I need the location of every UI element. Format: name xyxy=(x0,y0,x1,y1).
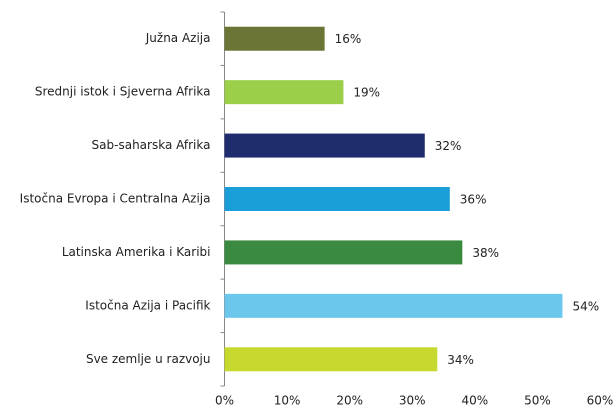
x-tick-label: 0% xyxy=(215,394,234,408)
y-tick-label: Istočna Evropa i Centralna Azija xyxy=(20,192,211,206)
x-tick-label: 60% xyxy=(587,394,614,408)
x-tick-label: 20% xyxy=(336,394,363,408)
data-label: 54% xyxy=(572,299,599,313)
y-tick-label: Sab-saharska Afrika xyxy=(92,138,211,152)
data-label: 34% xyxy=(447,353,474,367)
data-label: 32% xyxy=(435,139,462,153)
y-tick-label: Srednji istok i Sjeverna Afrika xyxy=(35,85,211,99)
data-label: 19% xyxy=(353,86,380,100)
x-tick-label: 10% xyxy=(274,394,301,408)
bar xyxy=(224,187,450,211)
bar xyxy=(224,293,563,318)
x-tick-label: 50% xyxy=(524,394,551,408)
x-tick-label: 30% xyxy=(399,394,426,408)
bar xyxy=(224,133,425,158)
y-tick-label: Sve zemlje u razvoju xyxy=(86,352,211,366)
y-tick-label: Istočna Azija i Pacifik xyxy=(85,298,210,312)
data-label: 16% xyxy=(335,32,362,46)
data-label: 38% xyxy=(472,246,499,260)
bar xyxy=(224,26,325,51)
bar xyxy=(224,347,438,372)
y-tick-label: Latinska Amerika i Karibi xyxy=(62,245,211,259)
bar xyxy=(224,240,463,265)
x-tick-label: 40% xyxy=(461,394,488,408)
data-label: 36% xyxy=(460,193,487,207)
bar xyxy=(224,80,344,105)
y-tick-label: Južna Azija xyxy=(145,31,211,45)
